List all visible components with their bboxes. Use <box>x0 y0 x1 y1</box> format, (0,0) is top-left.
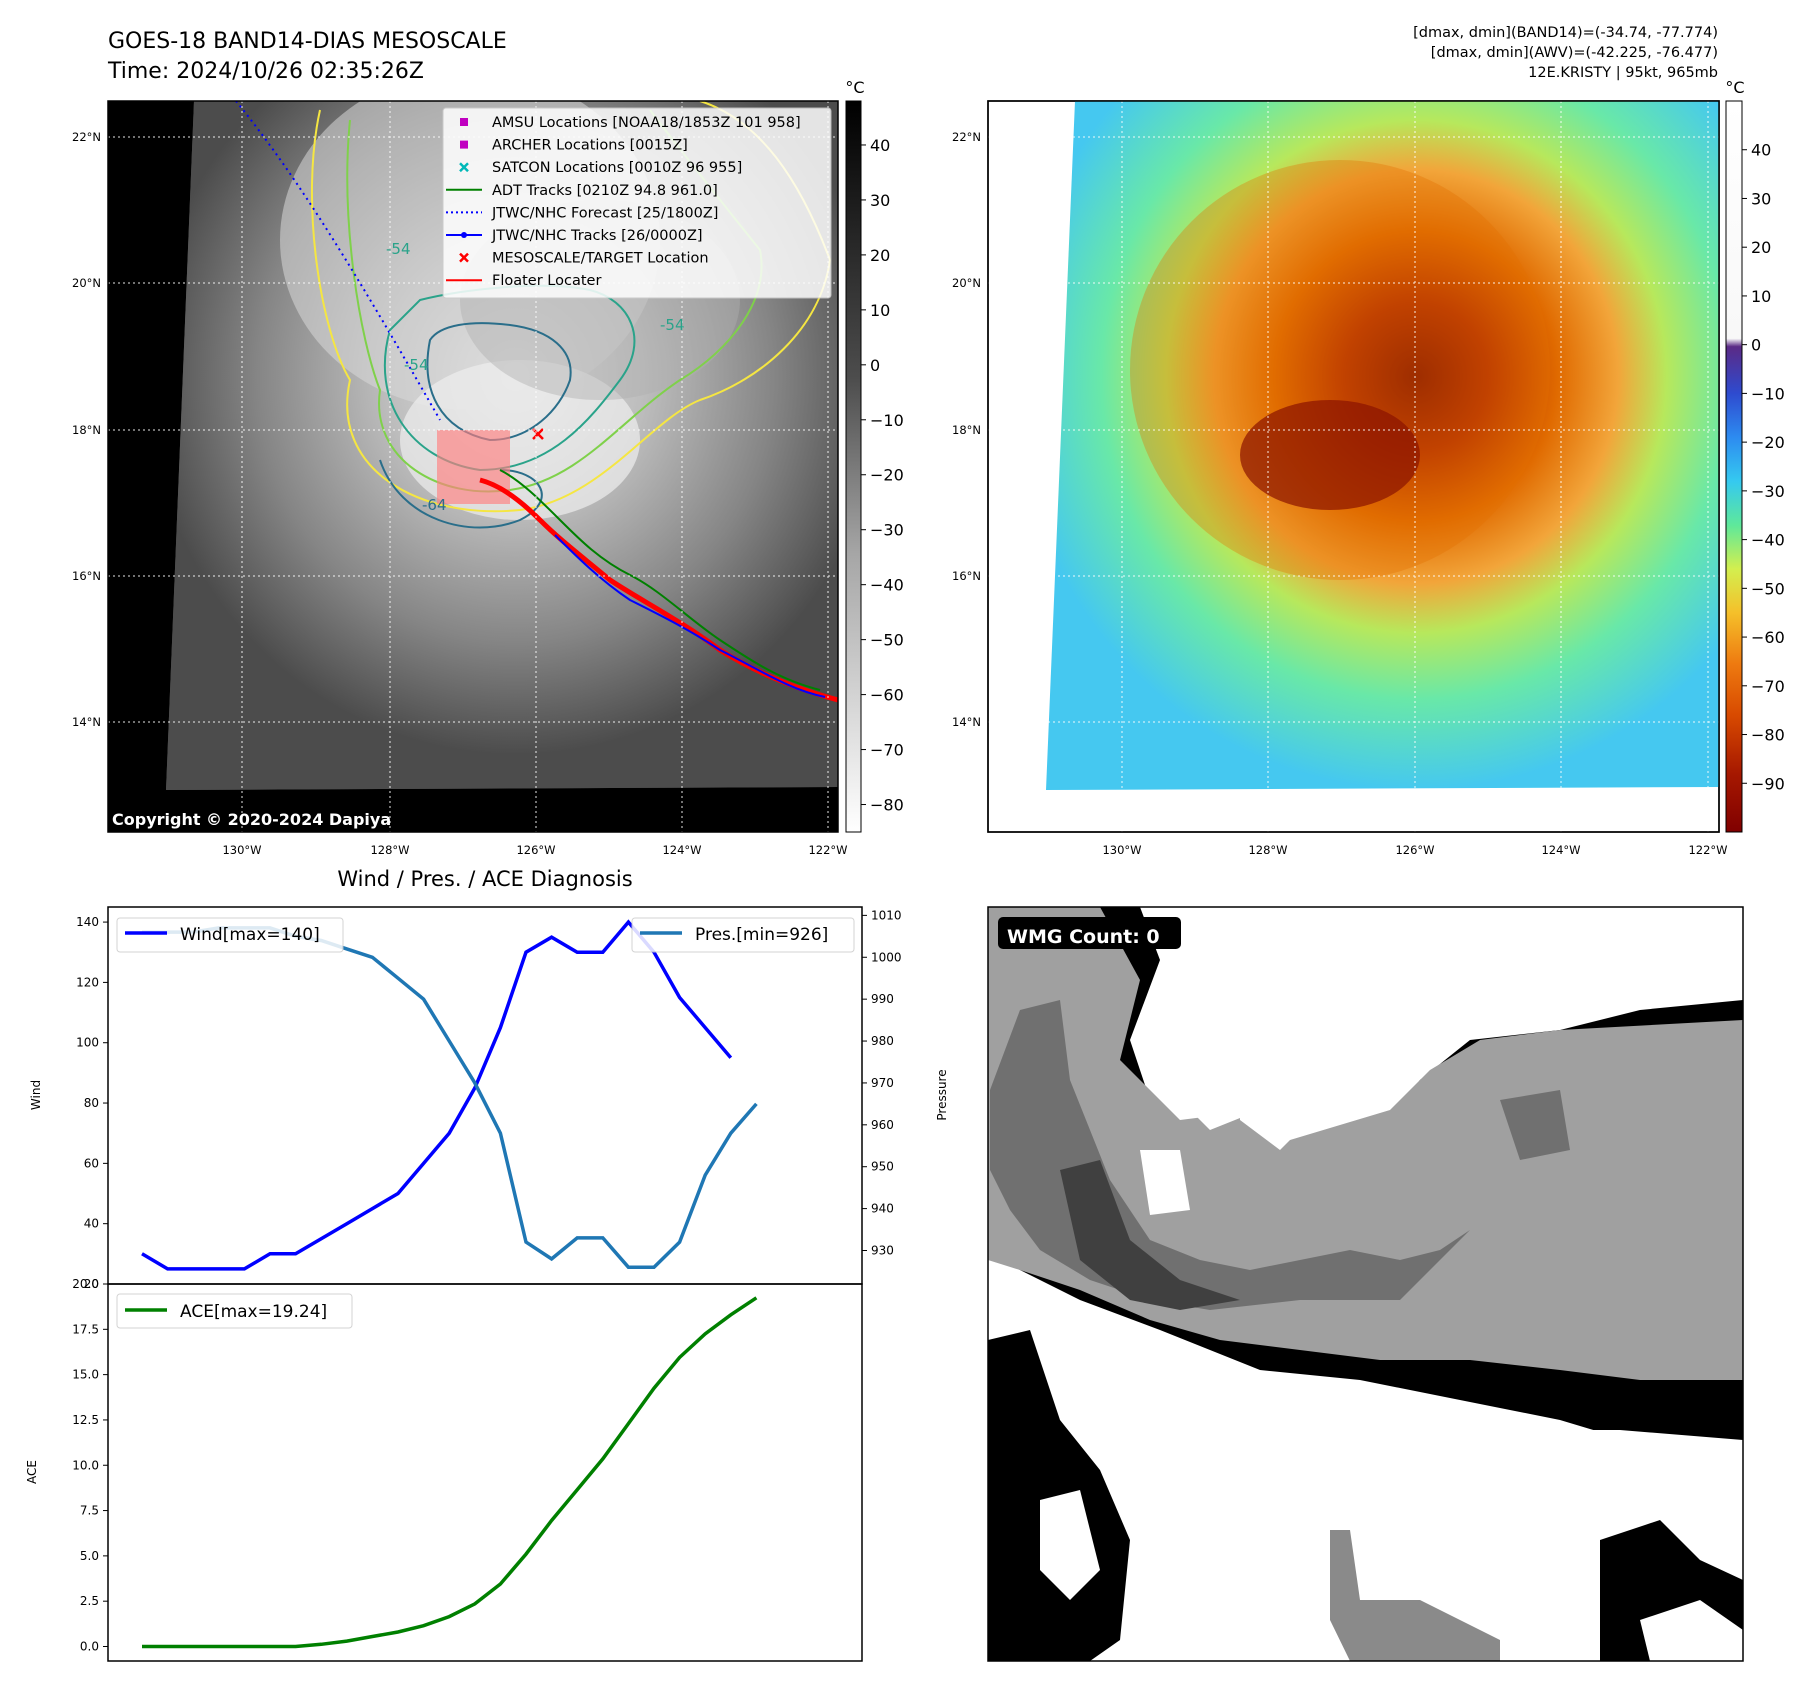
target-location-marker <box>532 428 544 440</box>
ir-lon-label-4: 122°W <box>808 843 847 857</box>
awv-cbar-label-2: 20 <box>1751 238 1771 257</box>
stats-line-3: 12E.KRISTY | 95kt, 965mb <box>1528 65 1718 81</box>
awv-map-panel <box>987 100 1720 833</box>
contour-label-3: -54 <box>404 356 429 374</box>
awv-cbar-label-6: −20 <box>1751 433 1785 452</box>
ir-cbar-label-9: −50 <box>870 631 904 650</box>
wmg-panel <box>987 906 1744 1662</box>
contour-label-2: -54 <box>660 316 685 334</box>
awv-cbar-label-10: −60 <box>1751 628 1785 647</box>
awv-cbar-label-11: −70 <box>1751 677 1785 696</box>
awv-lon-label-4: 122°W <box>1688 843 1727 857</box>
ir-lon-label-1: 128°W <box>370 843 409 857</box>
awv-colorbar-unit: °C <box>1725 78 1744 97</box>
ir-cbar-label-10: −60 <box>870 686 904 705</box>
legend-label-1: ARCHER Locations [0015Z] <box>492 138 688 154</box>
awv-lat-label-2: 18°N <box>952 423 981 437</box>
legend-label-6: MESOSCALE/TARGET Location <box>492 251 709 267</box>
ir-cbar-label-5: −10 <box>870 411 904 430</box>
copyright-text: Copyright © 2020-2024 Dapiya <box>112 810 391 829</box>
ir-lat-label-1: 20°N <box>72 276 101 290</box>
wmg-count-label: WMG Count: 0 <box>1007 926 1160 948</box>
ir-cbar-label-11: −70 <box>870 741 904 760</box>
awv-cbar-label-0: 40 <box>1751 141 1771 160</box>
ir-cbar-label-1: 30 <box>870 191 890 210</box>
legend-label-5: JTWC/NHC Tracks [26/0000Z] <box>491 228 703 244</box>
ir-lat-label-4: 14°N <box>72 715 101 729</box>
wmg-count-badge: WMG Count: 0 <box>998 917 1181 949</box>
ir-cbar-label-2: 20 <box>870 246 890 265</box>
title-line-2: Time: 2024/10/26 02:35:26Z <box>108 59 424 84</box>
title-line-1: GOES-18 BAND14-DIAS MESOSCALE <box>108 29 507 54</box>
legend-marker-1 <box>460 140 468 149</box>
awv-lon-label-1: 128°W <box>1248 843 1287 857</box>
figure-title: GOES-18 BAND14-DIAS MESOSCALE Time: 2024… <box>108 27 507 87</box>
legend-label-7: Floater Locater <box>492 273 601 289</box>
awv-lon-label-2: 126°W <box>1395 843 1434 857</box>
ir-lon-label-3: 124°W <box>662 843 701 857</box>
ir-cbar-label-4: 0 <box>870 356 880 375</box>
stats-block: [dmax, dmin](BAND14)=(-34.74, -77.774) [… <box>1413 23 1718 83</box>
legend-marker-6 <box>459 252 469 263</box>
awv-cbar-label-8: −40 <box>1751 531 1785 550</box>
legend-marker-5 <box>446 232 482 238</box>
ir-lon-label-2: 126°W <box>516 843 555 857</box>
legend-label-4: JTWC/NHC Forecast [25/1800Z] <box>491 205 718 221</box>
awv-lon-label-0: 130°W <box>1102 843 1141 857</box>
legend-label-3: ADT Tracks [0210Z 94.8 961.0] <box>492 183 718 199</box>
legend-label-2: SATCON Locations [0010Z 96 955] <box>492 160 742 176</box>
awv-cbar-label-3: 10 <box>1751 287 1771 306</box>
stats-line-1: [dmax, dmin](BAND14)=(-34.74, -77.774) <box>1413 25 1718 41</box>
awv-cbar-label-13: −90 <box>1751 774 1785 793</box>
ir-colorbar <box>845 100 862 833</box>
ir-cbar-label-12: −80 <box>870 796 904 815</box>
ir-cbar-label-8: −40 <box>870 576 904 595</box>
awv-cbar-label-12: −80 <box>1751 726 1785 745</box>
ir-cbar-label-6: −20 <box>870 466 904 485</box>
awv-colorbar <box>1725 100 1743 833</box>
ir-cbar-label-3: 10 <box>870 301 890 320</box>
awv-cbar-label-1: 30 <box>1751 189 1771 208</box>
contour-label-4: -64 <box>422 496 447 514</box>
awv-cbar-label-9: −50 <box>1751 579 1785 598</box>
awv-lat-label-1: 20°N <box>952 276 981 290</box>
ir-lat-label-0: 22°N <box>72 130 101 144</box>
ir-lat-label-2: 18°N <box>72 423 101 437</box>
ir-cbar-label-0: 40 <box>870 136 890 155</box>
awv-lon-label-3: 124°W <box>1541 843 1580 857</box>
ir-lon-label-0: 130°W <box>222 843 261 857</box>
awv-cbar-label-5: −10 <box>1751 384 1785 403</box>
stats-line-2: [dmax, dmin](AWV)=(-42.225, -76.477) <box>1430 45 1718 61</box>
ir-legend <box>442 107 832 299</box>
legend-label-0: AMSU Locations [NOAA18/1853Z 101 958] <box>492 115 801 131</box>
awv-lat-label-3: 16°N <box>952 569 981 583</box>
ir-colorbar-unit: °C <box>845 78 864 97</box>
legend-marker-2 <box>459 162 469 173</box>
contour-label-1: -54 <box>386 240 411 258</box>
awv-lat-label-4: 14°N <box>952 715 981 729</box>
ir-lat-label-3: 16°N <box>72 569 101 583</box>
awv-cbar-label-7: −30 <box>1751 482 1785 501</box>
legend-marker-0 <box>460 118 468 126</box>
awv-lat-label-0: 22°N <box>952 130 981 144</box>
ir-cbar-label-7: −30 <box>870 521 904 540</box>
awv-cbar-label-4: 0 <box>1751 336 1761 355</box>
